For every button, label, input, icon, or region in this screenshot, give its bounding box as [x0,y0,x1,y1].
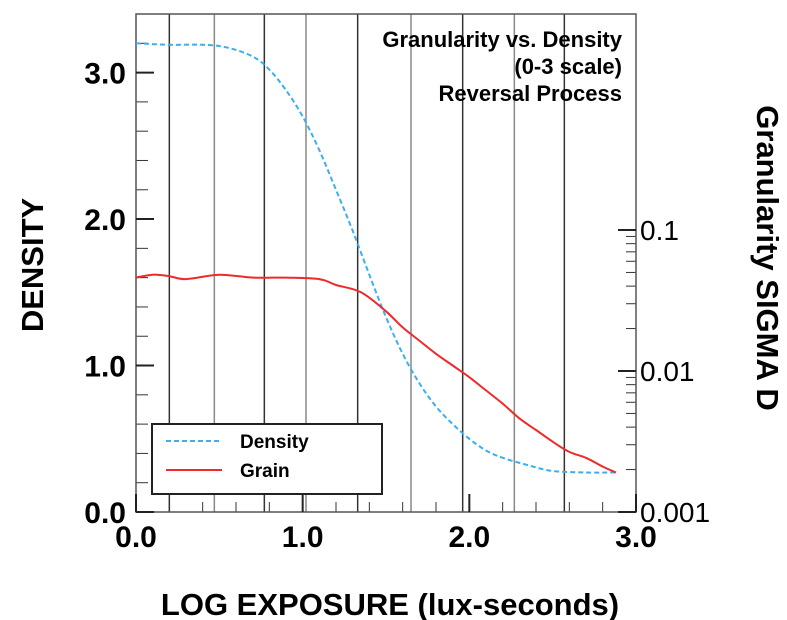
title-line-2: (0-3 scale) [514,54,622,79]
x-axis-title: LOG EXPOSURE (lux-seconds) [161,587,619,620]
series-line-density [135,42,617,474]
y-tick-label: 0.0 [84,497,126,530]
legend-grain-label: Grain [240,461,290,482]
y2-axis-title: Granularity SIGMA D [750,105,785,410]
legend: Density Grain [151,423,383,495]
plot-frame [135,13,637,513]
series-line-grain [135,273,617,474]
y2-tick-label: 0.001 [640,497,710,528]
legend-density-label: Density [240,432,309,453]
x-tick-label: 2.0 [448,521,490,554]
title-line-1: Granularity vs. Density [382,27,622,52]
y-tick-label: 1.0 [84,351,126,384]
title-line-3: Reversal Process [439,81,622,106]
x-tick-label: 0.0 [115,521,157,554]
y2-axis-ticks: 0.001 0.01 0.1 [618,215,710,528]
y-tick-label: 3.0 [84,58,126,91]
x-tick-label: 1.0 [282,521,324,554]
chart-title: Granularity vs. Density (0-3 scale) Reve… [382,27,622,106]
y-axis-ticks: 0.0 1.0 2.0 3.0 [84,58,154,530]
x-tick-label: 3.0 [615,521,657,554]
y-axis-title: DENSITY [15,198,50,333]
y2-tick-label: 0.1 [640,215,679,246]
y2-tick-label: 0.01 [640,356,695,387]
vertical-grid [168,14,566,512]
y-tick-label: 2.0 [84,204,126,237]
series-layer [135,42,617,474]
legend-box [151,423,383,495]
minor-ticks [136,42,636,512]
x-axis-ticks: 0.0 1.0 2.0 3.0 [115,494,657,554]
